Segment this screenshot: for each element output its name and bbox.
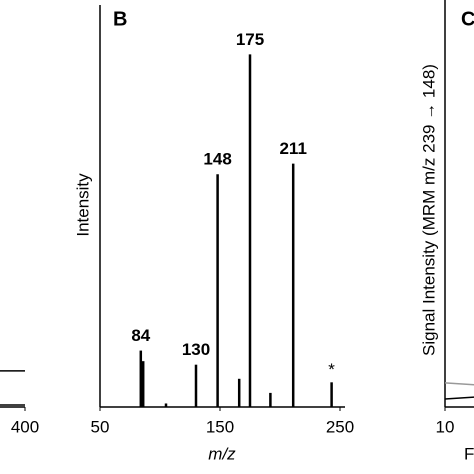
x-axis-label: m/z — [208, 444, 236, 463]
y-axis-label: Signal Intensity (MRM m/z 239 → 148) — [419, 64, 438, 356]
peak-label: 84 — [131, 326, 150, 345]
x-tick-label: 50 — [91, 417, 110, 436]
y-axis-label: Intensity — [73, 173, 92, 237]
trace — [444, 396, 474, 400]
x-tick-label: 150 — [206, 417, 234, 436]
trace — [0, 370, 25, 372]
peak-label: 211 — [279, 139, 306, 158]
panel-label: B — [113, 8, 127, 30]
x-axis-label: F — [464, 444, 474, 463]
trace — [444, 382, 474, 386]
x-tick-label: 250 — [326, 417, 354, 436]
x-tick-label: 10 — [436, 417, 455, 436]
x-tick-label: 400 — [11, 417, 39, 436]
peak-label: 148 — [203, 150, 231, 169]
peak-label: 130 — [182, 340, 210, 359]
annotation: * — [328, 360, 335, 379]
peak-label: 175 — [236, 30, 264, 49]
panel-label: C — [461, 8, 474, 30]
